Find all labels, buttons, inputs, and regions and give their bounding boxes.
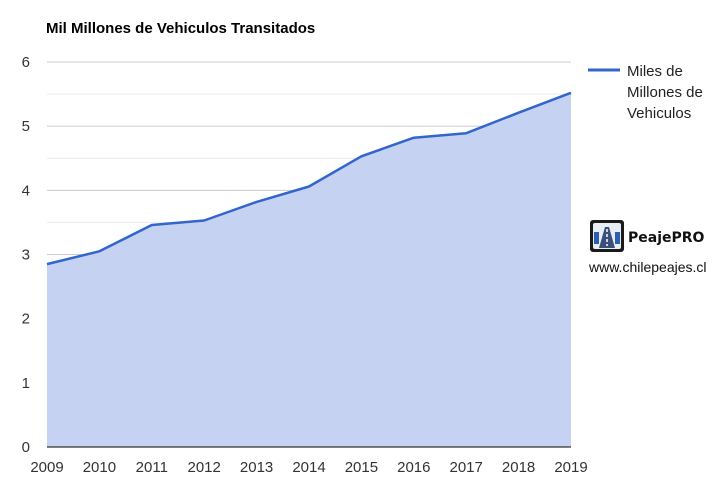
x-tick-label: 2012	[188, 459, 221, 476]
x-tick-label: 2016	[397, 459, 430, 476]
y-tick-label: 2	[22, 311, 30, 328]
series-area-fill	[47, 92, 571, 448]
y-axis: 0 1 2 3 4 5 6	[22, 54, 30, 456]
legend: Miles de Millones de Vehiculos	[588, 63, 703, 122]
series-line	[46, 91, 572, 266]
x-tick-label: 2015	[345, 459, 378, 476]
x-tick-label: 2018	[502, 459, 535, 476]
y-tick-label: 6	[22, 54, 30, 71]
x-tick-label: 2013	[240, 459, 273, 476]
x-tick-label: 2011	[136, 459, 168, 476]
x-tick-label: 2014	[292, 459, 325, 476]
brand-block: PeajePRO www.chilepeajes.cl	[588, 220, 707, 275]
legend-label-line-1: Miles de	[627, 63, 683, 80]
legend-label-line-3: Vehiculos	[627, 105, 691, 122]
y-tick-label: 5	[22, 118, 30, 135]
brand-url: www.chilepeajes.cl	[588, 259, 707, 275]
y-tick-label: 1	[22, 375, 30, 392]
brand-name: PeajePRO	[628, 230, 705, 246]
highway-logo-icon	[590, 220, 624, 252]
plot-area	[46, 91, 572, 448]
y-tick-label: 3	[22, 247, 30, 264]
x-tick-label: 2017	[450, 459, 483, 476]
x-axis: 2009 2010 2011 2012 2013 2014 2015 2016 2017 2018…	[30, 459, 587, 476]
chart-title: Mil Millones de Vehiculos Transitados	[46, 20, 315, 37]
x-tick-label: 2010	[83, 459, 116, 476]
legend-label-line-2: Millones de	[627, 84, 703, 101]
x-tick-label: 2019	[554, 459, 587, 476]
y-tick-label: 4	[22, 182, 30, 199]
x-tick-label: 2009	[30, 459, 63, 476]
y-tick-label: 0	[22, 439, 30, 456]
